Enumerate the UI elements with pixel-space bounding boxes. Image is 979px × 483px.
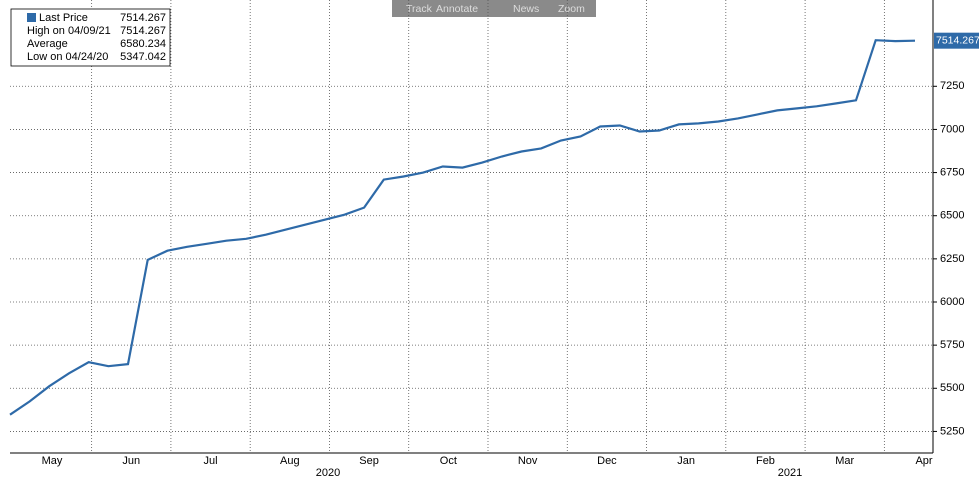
legend-value: 5347.042 <box>120 51 166 63</box>
legend-name: High on 04/09/21 <box>27 25 111 37</box>
y-tick-label: 5500 <box>940 382 964 394</box>
x-tick-label: Jul <box>204 455 218 467</box>
toolbar-button[interactable]: Annotate <box>436 3 478 15</box>
toolbar-button[interactable]: Zoom <box>558 3 585 15</box>
x-tick-label: May <box>42 455 63 467</box>
legend-value: 7514.267 <box>120 25 166 37</box>
x-tick-label: Sep <box>359 455 379 467</box>
y-tick-label: 5750 <box>940 339 964 351</box>
legend-box <box>10 8 171 67</box>
x-tick-label: Nov <box>518 455 538 467</box>
legend-value: 7514.267 <box>120 12 166 24</box>
price-line <box>9 39 916 416</box>
toolbar: Track Annotate News Zoom <box>392 0 596 17</box>
legend-name: Low on 04/24/20 <box>27 51 108 63</box>
y-tick-label: 6750 <box>940 166 964 178</box>
x-tick-label: Jan <box>677 455 695 467</box>
last-price-label: 7514.267 <box>936 34 979 46</box>
legend-value: 6580.234 <box>120 38 166 50</box>
x-tick-label: Oct <box>440 455 457 467</box>
toolbar-button[interactable]: Track <box>406 3 433 15</box>
x-year-label: 2020 <box>316 467 340 478</box>
x-tick-label: Aug <box>280 455 300 467</box>
toolbar-bg <box>392 0 596 17</box>
y-tick-label: 6500 <box>940 210 964 222</box>
legend-name: Average <box>27 38 68 50</box>
x-tick-label: Dec <box>597 455 617 467</box>
y-tick-label: 7250 <box>940 80 964 92</box>
y-tick-label: 5250 <box>940 425 964 437</box>
legend-name: Last Price <box>39 12 88 24</box>
y-tick-label: 6250 <box>940 253 964 265</box>
x-tick-label: Mar <box>835 455 854 467</box>
toolbar-button[interactable]: News <box>513 3 539 15</box>
x-tick-label: Apr <box>915 455 932 467</box>
x-tick-label: Feb <box>756 455 775 467</box>
legend: Last Price 7514.267 High on 04/09/21 7514.2… <box>10 8 171 67</box>
legend-swatch <box>27 13 36 22</box>
x-tick-label: Jun <box>122 455 140 467</box>
last-price-box <box>934 32 979 49</box>
y-tick-label: 7000 <box>940 123 964 135</box>
x-year-label: 2021 <box>778 467 802 478</box>
y-tick-label: 6000 <box>940 296 964 308</box>
